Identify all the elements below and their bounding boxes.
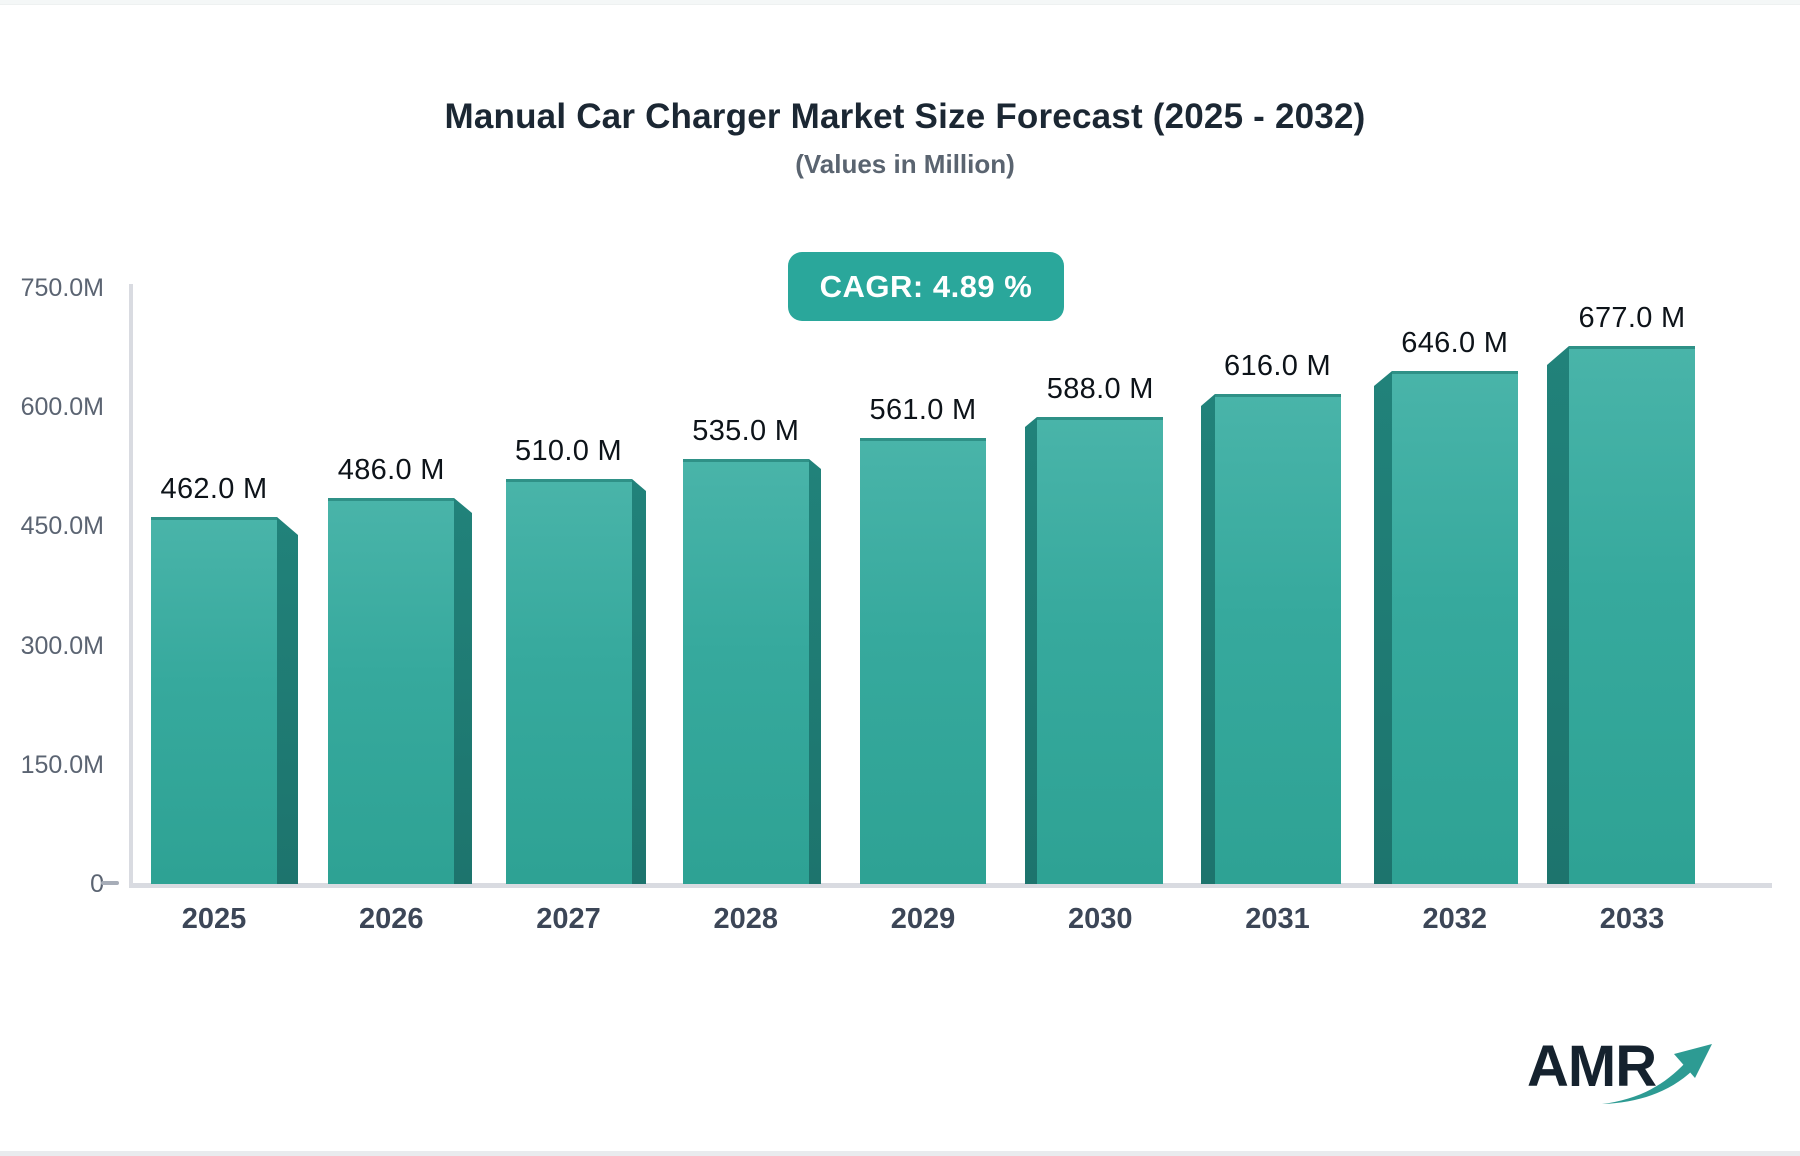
bar-2030[interactable] xyxy=(1037,417,1163,884)
bar-side-2028 xyxy=(809,459,821,884)
bar-2033[interactable] xyxy=(1569,346,1695,884)
value-label-2032: 646.0 M xyxy=(1401,327,1509,359)
cagr-badge: CAGR: 4.89 % xyxy=(788,252,1064,321)
bar-2032[interactable] xyxy=(1392,371,1518,884)
x-tick-2027: 2027 xyxy=(536,903,601,935)
bar-side-2032 xyxy=(1374,371,1392,884)
x-tick-2031: 2031 xyxy=(1245,903,1310,935)
bar-side-2030 xyxy=(1025,417,1037,884)
y-tick-zero-dash xyxy=(101,881,119,885)
value-label-2030: 588.0 M xyxy=(1046,373,1154,405)
value-label-2026: 486.0 M xyxy=(337,454,445,486)
value-label-2027: 510.0 M xyxy=(515,435,622,467)
x-tick-2032: 2032 xyxy=(1422,903,1487,935)
bar-side-2025 xyxy=(277,517,298,884)
y-tick-450.0M: 450.0M xyxy=(20,512,104,541)
x-tick-2029: 2029 xyxy=(890,903,956,935)
amr-logo-text: AMR xyxy=(1527,1034,1657,1099)
x-tick-2026: 2026 xyxy=(358,903,424,935)
y-tick-600.0M: 600.0M xyxy=(20,393,104,422)
bar-2031[interactable] xyxy=(1215,394,1341,884)
value-label-2025: 462.0 M xyxy=(160,473,268,505)
x-tick-2030: 2030 xyxy=(1067,903,1133,935)
y-tick-150.0M: 150.0M xyxy=(20,750,104,779)
value-label-2028: 535.0 M xyxy=(692,415,800,447)
bottom-border xyxy=(0,1151,1800,1156)
x-tick-2033: 2033 xyxy=(1599,903,1665,935)
bar-2025[interactable] xyxy=(151,517,277,884)
value-label-2031: 616.0 M xyxy=(1224,350,1331,382)
x-tick-2028: 2028 xyxy=(713,903,778,935)
y-tick-0: 0 xyxy=(90,870,104,898)
value-label-2033: 677.0 M xyxy=(1578,302,1686,334)
x-axis-line xyxy=(129,883,1772,888)
amr-logo: AMR xyxy=(1527,1036,1727,1116)
y-tick-750.0M: 750.0M xyxy=(20,274,104,302)
bar-side-2031 xyxy=(1201,394,1215,884)
x-tick-2025: 2025 xyxy=(181,903,247,935)
bar-2027[interactable] xyxy=(506,479,632,884)
bar-side-2033 xyxy=(1547,346,1569,884)
y-axis-line xyxy=(129,284,133,885)
bar-side-2026 xyxy=(454,498,472,884)
growth-arrow-icon xyxy=(1602,1044,1712,1104)
value-label-2029: 561.0 M xyxy=(869,394,977,426)
bar-2028[interactable] xyxy=(683,459,809,884)
cagr-badge-label: CAGR: 4.89 % xyxy=(819,268,1033,304)
top-border xyxy=(0,0,1800,5)
bar-2029[interactable] xyxy=(860,438,986,884)
chart-subtitle: (Values in Million) xyxy=(795,149,1015,179)
bar-side-2027 xyxy=(632,479,646,884)
bar-2026[interactable] xyxy=(328,498,454,884)
y-tick-300.0M: 300.0M xyxy=(20,631,104,660)
chart-title: Manual Car Charger Market Size Forecast … xyxy=(444,97,1366,136)
